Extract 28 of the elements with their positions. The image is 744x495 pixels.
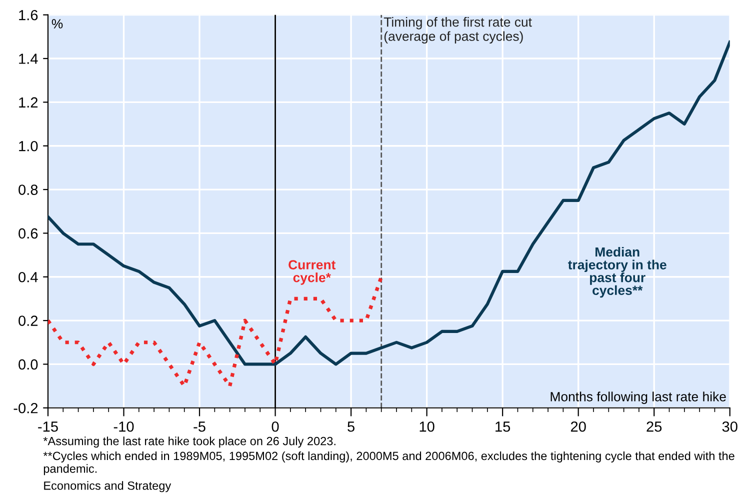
y-tick-label: 0.6	[18, 228, 38, 239]
x-tick-label: 10	[420, 421, 434, 432]
x-tick-label: 15	[496, 422, 510, 432]
x-tick-label: 5	[348, 422, 354, 432]
text: *Assuming the last rate hike took place on 26 July 2023.	[43, 436, 336, 448]
y-tick-label: 1.4	[19, 54, 38, 64]
text: **Cycles which ended in 1989M05, 1995M02 (soft landing), 2000M5 and 2006M06, excludes the tightening cycle that ended with the pandemic.	[43, 451, 734, 476]
x-axis-title: Months following last rate hike	[550, 392, 726, 404]
y-tick-label: 0.0	[18, 359, 38, 370]
y-tick-label: 0.4	[18, 272, 38, 282]
x-tick-label: -5	[194, 422, 206, 432]
x-tick-label: -10	[114, 421, 134, 432]
x-tick-label: 25	[646, 421, 662, 432]
ref-line-label: Timing of the first rate cut (average of past cycles)	[384, 17, 532, 44]
x-tick-label: -15	[38, 422, 58, 432]
x-tick-label: 0	[272, 421, 279, 432]
text: Median trajectory in the past four cycles**	[568, 246, 666, 298]
y-tick-label: 0.2	[18, 316, 38, 326]
x-tick-label: 20	[570, 421, 586, 432]
text: Economics and Strategy	[44, 481, 172, 492]
y-tick-label: 0.8	[18, 184, 38, 195]
x-tick-label: 30	[722, 421, 738, 432]
y-tick-label: 1.2	[19, 97, 38, 108]
y-tick-label: -0.2	[14, 402, 38, 414]
y-tick-label: 1.0	[19, 140, 38, 152]
y-axis-title: %	[52, 19, 63, 28]
series-label: Current cycle*	[288, 260, 336, 285]
y-tick-label: 1.6	[19, 10, 38, 20]
